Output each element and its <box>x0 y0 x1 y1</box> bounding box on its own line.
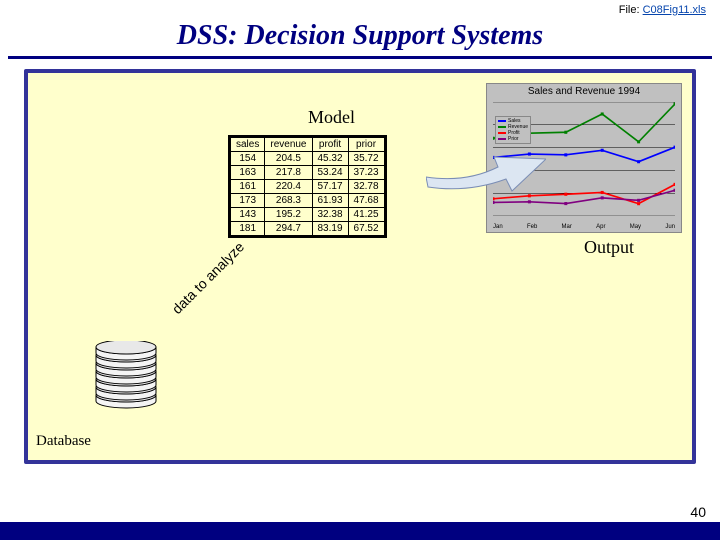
file-label: File: <box>619 4 643 16</box>
table-header: revenue <box>265 138 312 152</box>
model-table: salesrevenueprofitprior154204.545.3235.7… <box>228 135 387 238</box>
table-row: 154204.545.3235.72 <box>231 152 385 166</box>
output-label: Output <box>584 237 634 258</box>
table-row: 163217.853.2437.23 <box>231 166 385 180</box>
model-label: Model <box>308 107 355 128</box>
file-row: File: C08Fig11.xls <box>0 0 720 18</box>
chart-xtick: May <box>630 224 641 230</box>
data-to-analyze-label: data to analyze <box>169 239 247 317</box>
chart-xtick: Mar <box>562 224 572 230</box>
table-header: prior <box>348 138 384 152</box>
chart-legend: SalesRevenueProfitPrior <box>495 116 531 144</box>
table-header: sales <box>231 138 265 152</box>
page-title: DSS: Decision Support Systems <box>0 18 720 56</box>
chart-xtick: Jun <box>665 224 675 230</box>
chart-xtick: Apr <box>596 224 605 230</box>
legend-item: Prior <box>498 136 528 142</box>
main-panel: Model Sales and Revenue 1994 SalesRevenu… <box>24 69 696 464</box>
chart-xtick: Jan <box>493 224 503 230</box>
chart-title: Sales and Revenue 1994 <box>487 84 681 99</box>
table-header: profit <box>312 138 348 152</box>
slide-number: 40 <box>690 504 706 520</box>
database-icon <box>88 341 164 415</box>
table-row: 161220.457.1732.78 <box>231 180 385 194</box>
database-label: Database <box>36 433 91 450</box>
file-link[interactable]: C08Fig11.xls <box>643 4 706 16</box>
chart-xticks: Jan Feb Mar Apr May Jun <box>493 224 675 230</box>
output-chart: Sales and Revenue 1994 SalesRevenueProfi… <box>486 83 682 233</box>
table-row: 173268.361.9347.68 <box>231 194 385 208</box>
table-row: 181294.783.1967.52 <box>231 222 385 236</box>
title-underline <box>8 56 712 59</box>
table-row: 143195.232.3841.25 <box>231 208 385 222</box>
chart-xtick: Feb <box>527 224 537 230</box>
